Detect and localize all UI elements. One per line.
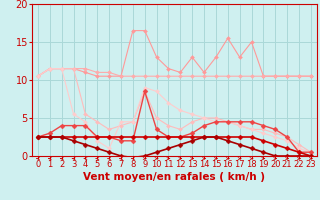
X-axis label: Vent moyen/en rafales ( km/h ): Vent moyen/en rafales ( km/h ) bbox=[84, 172, 265, 182]
